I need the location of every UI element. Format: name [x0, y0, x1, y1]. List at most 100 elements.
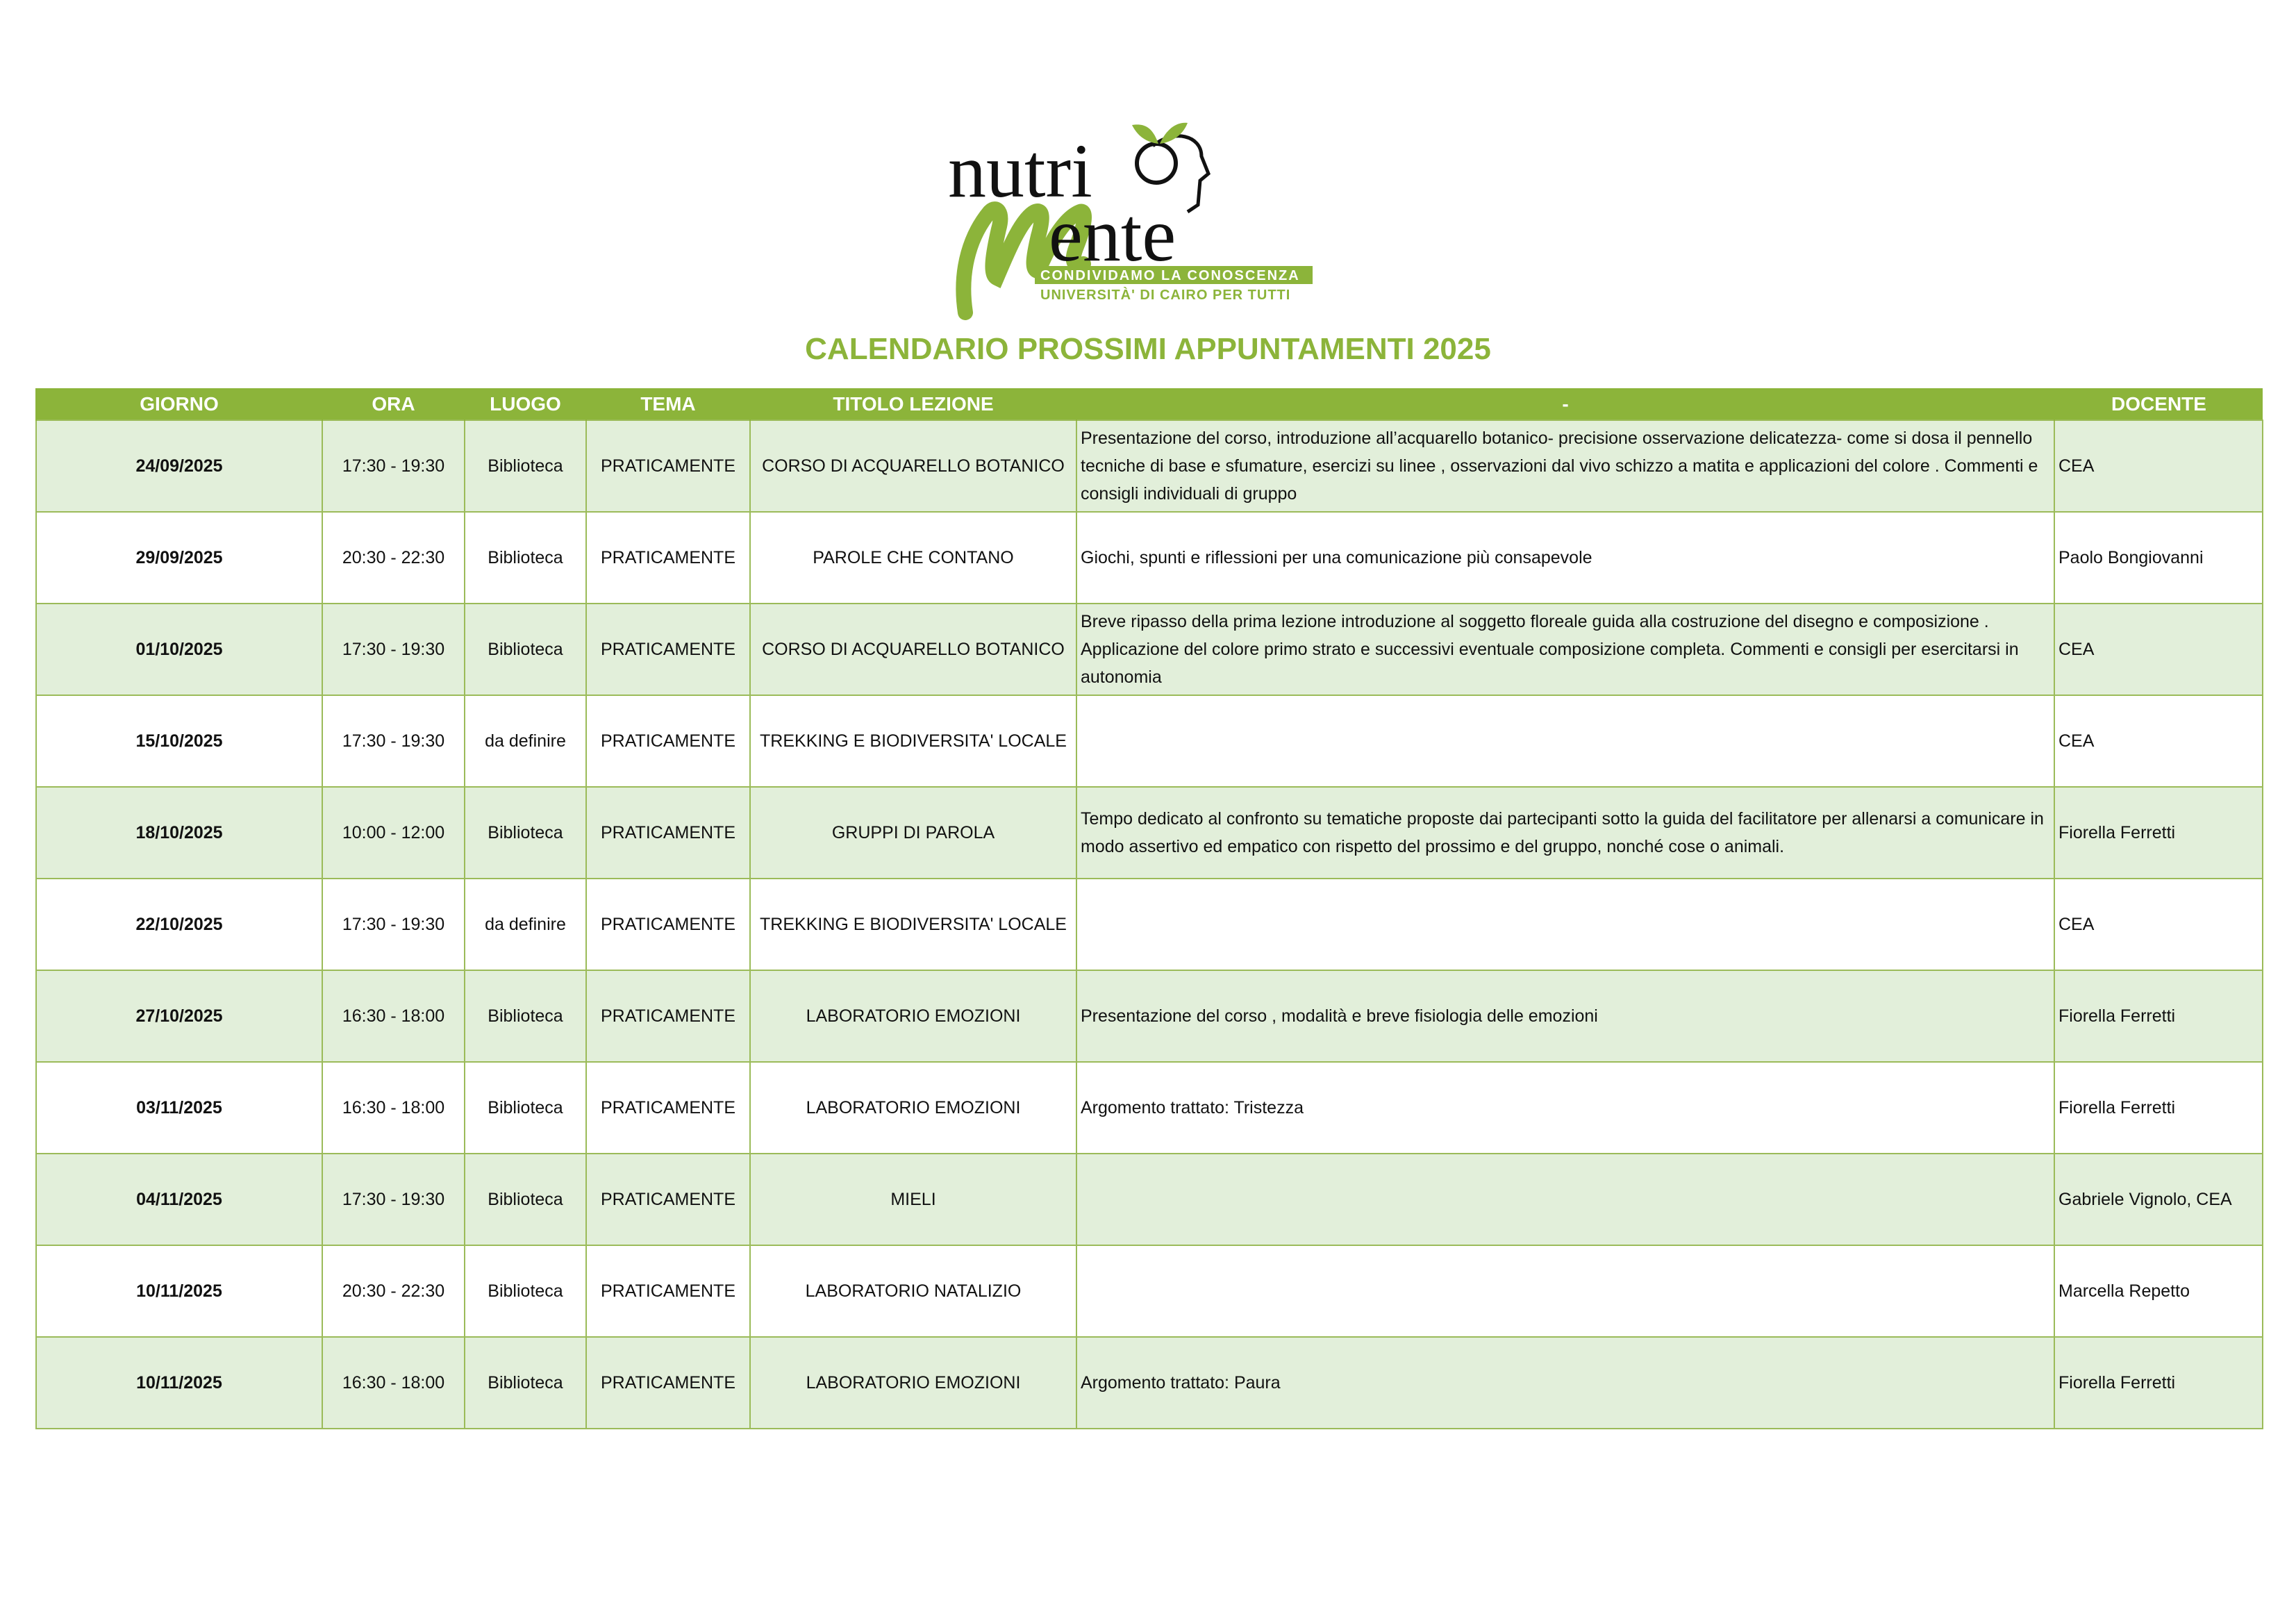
cell-tema: PRATICAMENTE [585, 878, 751, 971]
calendar-table: GIORNO ORA LUOGO TEMA TITOLO LEZIONE - D… [35, 388, 2263, 1429]
cell-tema: PRATICAMENTE [585, 970, 751, 1063]
cell-luogo: Biblioteca [464, 511, 587, 604]
cell-ora: 17:30 - 19:30 [322, 419, 465, 513]
cell-titolo: GRUPPI DI PAROLA [749, 786, 1077, 879]
logo-ente: ente [1049, 192, 1176, 277]
cell-giorno: 29/09/2025 [35, 511, 323, 604]
cell-titolo: LABORATORIO EMOZIONI [749, 1061, 1077, 1154]
cell-descrizione [1076, 1245, 2055, 1338]
cell-giorno: 01/10/2025 [35, 603, 323, 696]
cell-giorno: 18/10/2025 [35, 786, 323, 879]
header-tema: TEMA [585, 388, 750, 420]
cell-descrizione: Presentazione del corso, introduzione al… [1076, 419, 2055, 513]
cell-titolo: TREKKING E BIODIVERSITA' LOCALE [749, 695, 1077, 788]
cell-luogo: Biblioteca [464, 419, 587, 513]
cell-docente: Fiorella Ferretti [2054, 1336, 2263, 1429]
cell-giorno: 10/11/2025 [35, 1336, 323, 1429]
cell-tema: PRATICAMENTE [585, 1245, 751, 1338]
cell-luogo: Biblioteca [464, 1153, 587, 1246]
table-row: 10/11/2025 16:30 - 18:00 Biblioteca PRATICA… [35, 1336, 2263, 1429]
cell-tema: PRATICAMENTE [585, 1153, 751, 1246]
cell-ora: 17:30 - 19:30 [322, 1153, 465, 1246]
cell-tema: PRATICAMENTE [585, 419, 751, 513]
cell-luogo: Biblioteca [464, 786, 587, 879]
cell-tema: PRATICAMENTE [585, 511, 751, 604]
table-row: 18/10/2025 10:00 - 12:00 Biblioteca PRATICA… [35, 786, 2263, 879]
table-row: 27/10/2025 16:30 - 18:00 Biblioteca PRATICA… [35, 970, 2263, 1063]
cell-luogo: Biblioteca [464, 970, 587, 1063]
cell-docente: CEA [2054, 419, 2263, 513]
header-docente: DOCENTE [2054, 388, 2263, 420]
cell-ora: 17:30 - 19:30 [322, 878, 465, 971]
cell-giorno: 24/09/2025 [35, 419, 323, 513]
cell-ora: 16:30 - 18:00 [322, 970, 465, 1063]
cell-titolo: TREKKING E BIODIVERSITA' LOCALE [749, 878, 1077, 971]
cell-titolo: MIELI [749, 1153, 1077, 1246]
cell-titolo: PAROLE CHE CONTANO [749, 511, 1077, 604]
cell-giorno: 04/11/2025 [35, 1153, 323, 1246]
header-giorno: GIORNO [35, 388, 322, 420]
logo-nutri: nutri [948, 128, 1092, 213]
cell-descrizione [1076, 695, 2055, 788]
cell-luogo: Biblioteca [464, 1061, 587, 1154]
nutrimente-logo: nutri ente CONDIVIDAMO LA CONOSCENZA UNI… [948, 122, 1313, 320]
cell-ora: 16:30 - 18:00 [322, 1336, 465, 1429]
svg-text:UNIVERSITÀ' DI CAIRO PER TUTTI: UNIVERSITÀ' DI CAIRO PER TUTTI [1040, 287, 1290, 303]
table-row: 01/10/2025 17:30 - 19:30 Biblioteca PRATICA… [35, 603, 2263, 696]
cell-docente: CEA [2054, 878, 2263, 971]
cell-descrizione [1076, 1153, 2055, 1246]
header-luogo: LUOGO [464, 388, 586, 420]
table-row: 15/10/2025 17:30 - 19:30 da definire PRATIC… [35, 695, 2263, 788]
cell-descrizione: Argomento trattato: Paura [1076, 1336, 2055, 1429]
cell-luogo: Biblioteca [464, 1336, 587, 1429]
cell-titolo: LABORATORIO EMOZIONI [749, 1336, 1077, 1429]
cell-tema: PRATICAMENTE [585, 603, 751, 696]
cell-tema: PRATICAMENTE [585, 1336, 751, 1429]
header-titolo: TITOLO LEZIONE [749, 388, 1076, 420]
cell-ora: 16:30 - 18:00 [322, 1061, 465, 1154]
cell-luogo: Biblioteca [464, 1245, 587, 1338]
cell-ora: 17:30 - 19:30 [322, 603, 465, 696]
cell-descrizione [1076, 878, 2055, 971]
cell-ora: 20:30 - 22:30 [322, 1245, 465, 1338]
header-descrizione: - [1076, 388, 2054, 420]
cell-luogo: da definire [464, 878, 587, 971]
table-row: 22/10/2025 17:30 - 19:30 da definire PRATIC… [35, 878, 2263, 971]
cell-descrizione: Tempo dedicato al confronto su tematiche… [1076, 786, 2055, 879]
cell-docente: Fiorella Ferretti [2054, 1061, 2263, 1154]
cell-docente: Fiorella Ferretti [2054, 970, 2263, 1063]
table-row: 03/11/2025 16:30 - 18:00 Biblioteca PRATICA… [35, 1061, 2263, 1154]
header-ora: ORA [322, 388, 465, 420]
cell-docente: Fiorella Ferretti [2054, 786, 2263, 879]
cell-ora: 10:00 - 12:00 [322, 786, 465, 879]
cell-titolo: CORSO DI ACQUARELLO BOTANICO [749, 603, 1077, 696]
cell-docente: Paolo Bongiovanni [2054, 511, 2263, 604]
cell-descrizione: Presentazione del corso , modalità e bre… [1076, 970, 2055, 1063]
cell-titolo: LABORATORIO EMOZIONI [749, 970, 1077, 1063]
cell-luogo: da definire [464, 695, 587, 788]
cell-docente: CEA [2054, 603, 2263, 696]
cell-giorno: 15/10/2025 [35, 695, 323, 788]
svg-text:CONDIVIDAMO LA CONOSCENZA: CONDIVIDAMO LA CONOSCENZA [1040, 268, 1300, 283]
cell-descrizione: Argomento trattato: Tristezza [1076, 1061, 2055, 1154]
table-row: 24/09/2025 17:30 - 19:30 Biblioteca PRATICA… [35, 419, 2263, 513]
cell-titolo: CORSO DI ACQUARELLO BOTANICO [749, 419, 1077, 513]
table-row: 29/09/2025 20:30 - 22:30 Biblioteca PRATICA… [35, 511, 2263, 604]
cell-giorno: 22/10/2025 [35, 878, 323, 971]
cell-tema: PRATICAMENTE [585, 786, 751, 879]
cell-descrizione: Giochi, spunti e riflessioni per una com… [1076, 511, 2055, 604]
header-row: GIORNO ORA LUOGO TEMA TITOLO LEZIONE - D… [35, 388, 2263, 420]
cell-ora: 20:30 - 22:30 [322, 511, 465, 604]
cell-tema: PRATICAMENTE [585, 695, 751, 788]
cell-docente: Marcella Repetto [2054, 1245, 2263, 1338]
cell-titolo: LABORATORIO NATALIZIO [749, 1245, 1077, 1338]
cell-ora: 17:30 - 19:30 [322, 695, 465, 788]
cell-giorno: 27/10/2025 [35, 970, 323, 1063]
cell-docente: CEA [2054, 695, 2263, 788]
cell-giorno: 10/11/2025 [35, 1245, 323, 1338]
table-row: 10/11/2025 20:30 - 22:30 Biblioteca PRATICA… [35, 1245, 2263, 1338]
cell-luogo: Biblioteca [464, 603, 587, 696]
cell-giorno: 03/11/2025 [35, 1061, 323, 1154]
table-row: 04/11/2025 17:30 - 19:30 Biblioteca PRATICA… [35, 1153, 2263, 1246]
cell-docente: Gabriele Vignolo, CEA [2054, 1153, 2263, 1246]
